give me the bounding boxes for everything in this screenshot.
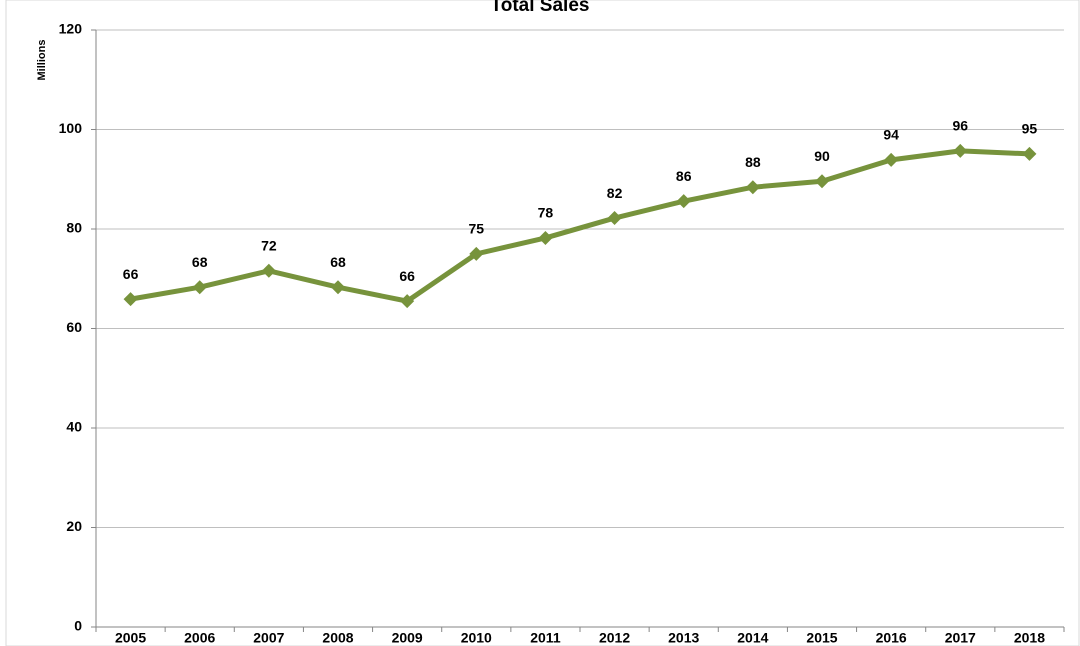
data-label: 94: [883, 127, 899, 143]
data-label: 88: [745, 154, 761, 170]
y-tick-label: 100: [59, 120, 83, 136]
x-tick-label: 2005: [115, 630, 146, 646]
data-label: 86: [676, 168, 692, 184]
marker: [953, 143, 968, 158]
x-tick-label: 2010: [461, 630, 492, 646]
data-label: 72: [261, 237, 277, 253]
marker: [331, 280, 345, 295]
data-label: 82: [607, 185, 623, 201]
x-tick-label: 2006: [184, 630, 215, 646]
marker: [884, 152, 899, 167]
marker: [607, 211, 622, 226]
y-tick-label: 0: [74, 618, 82, 634]
y-tick-label: 40: [66, 419, 82, 435]
y-tick-label: 20: [66, 518, 82, 534]
data-label: 95: [1022, 121, 1038, 137]
chart-border: [5, 0, 1080, 646]
line: [130, 148, 1030, 304]
x-tick-label: 2015: [806, 630, 837, 646]
y-axis-title: Millions: [36, 40, 48, 81]
marker: [676, 194, 691, 209]
data-label: 90: [814, 148, 830, 164]
marker: [815, 174, 829, 189]
x-tick-label: 2018: [1014, 630, 1045, 646]
marker: [538, 230, 553, 245]
data-label: 68: [192, 254, 208, 270]
data-label: 78: [538, 205, 554, 221]
x-tick-label: 2012: [599, 630, 630, 646]
y-tick-label: 60: [66, 319, 82, 335]
x-tick-label: 2007: [253, 630, 284, 646]
data-label: 66: [123, 266, 139, 282]
marker: [745, 180, 760, 195]
y-tick-label: 80: [66, 220, 82, 236]
marker: [192, 280, 207, 295]
x-tick-label: 2013: [668, 630, 699, 646]
marker: [400, 294, 415, 309]
x-tick-label: 2017: [945, 630, 976, 646]
marker: [1022, 146, 1037, 161]
marker: [469, 246, 484, 261]
data-label: 96: [952, 118, 968, 134]
x-tick-label: 2008: [322, 630, 353, 646]
data-label: 66: [399, 268, 415, 284]
y-tick-label: 120: [59, 21, 83, 37]
x-tick-label: 2016: [876, 630, 907, 646]
x-tick-label: 2009: [392, 630, 423, 646]
marker: [123, 292, 138, 307]
marker: [261, 263, 276, 278]
x-tick-label: 2011: [530, 630, 561, 646]
data-label: 75: [468, 221, 484, 237]
chart-title: Total Sales: [491, 0, 590, 16]
x-tick-label: 2014: [737, 630, 768, 646]
data-label: 68: [330, 254, 346, 270]
